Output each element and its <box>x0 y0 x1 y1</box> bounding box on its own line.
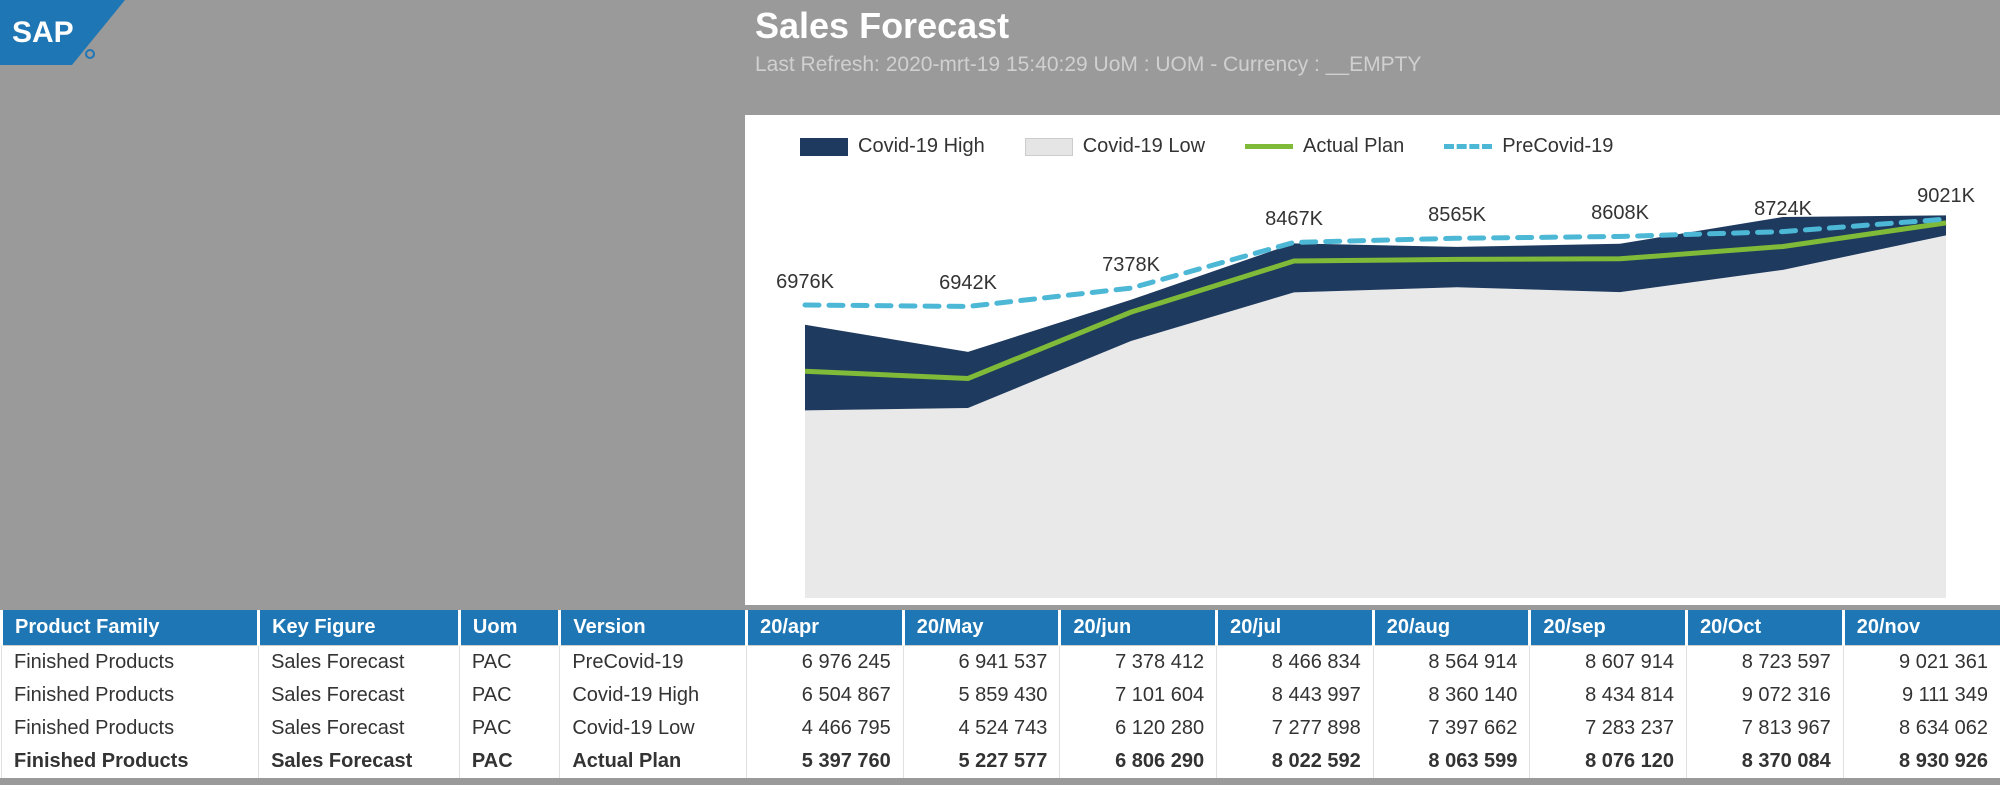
chart-data-label: 8724K <box>1754 198 1812 221</box>
legend-swatch-covid-high <box>800 138 848 156</box>
legend-item-covid-high: Covid-19 High <box>800 135 985 158</box>
table-header-cell: 20/sep <box>1530 610 1687 646</box>
table-cell: Finished Products <box>2 679 259 712</box>
table-cell: 5 859 430 <box>903 679 1060 712</box>
table-cell: 9 111 349 <box>1843 679 2000 712</box>
table-header-cell: 20/jul <box>1217 610 1374 646</box>
table-cell: PAC <box>459 679 559 712</box>
table-cell: 8 434 814 <box>1530 679 1687 712</box>
page-title: Sales Forecast <box>755 5 1421 47</box>
table-cell: 4 524 743 <box>903 712 1060 745</box>
chart-plot-area: 6976K 6942K 7378K 8467K 8565K 8608K 8724K 9021K <box>745 158 2000 598</box>
table-cell: 9 072 316 <box>1687 679 1844 712</box>
table-header-cell: Key Figure <box>259 610 460 646</box>
table-row: Finished ProductsSales ForecastPACActual… <box>2 745 2000 778</box>
table-cell: 6 120 280 <box>1060 712 1217 745</box>
table-cell: 5 397 760 <box>747 745 904 778</box>
table-cell: 6 806 290 <box>1060 745 1217 778</box>
table-header-cell: Version <box>560 610 747 646</box>
legend-label: Covid-19 High <box>858 135 985 158</box>
top-panel: SAP Sales Forecast Last Refresh: 2020-mr… <box>0 0 2000 610</box>
chart-data-label: 8608K <box>1591 202 1649 225</box>
table-cell: PAC <box>459 646 559 680</box>
table-header-row: Product FamilyKey FigureUomVersion20/apr… <box>2 610 2000 646</box>
chart-data-label: 6976K <box>776 271 834 294</box>
sap-logo: SAP <box>0 0 125 65</box>
table-cell: 7 283 237 <box>1530 712 1687 745</box>
table-cell: 7 397 662 <box>1373 712 1530 745</box>
table-cell: 6 976 245 <box>747 646 904 680</box>
chart-legend: Covid-19 High Covid-19 Low Actual Plan P… <box>745 135 2000 158</box>
table-cell: PAC <box>459 712 559 745</box>
table-header-cell: 20/jun <box>1060 610 1217 646</box>
legend-swatch-actual-plan <box>1245 144 1293 149</box>
table-cell: 8 370 084 <box>1687 745 1844 778</box>
table-cell: Covid-19 High <box>560 679 747 712</box>
table-cell: 9 021 361 <box>1843 646 2000 680</box>
forecast-data-table: Product FamilyKey FigureUomVersion20/apr… <box>0 610 2000 778</box>
table-cell: PreCovid-19 <box>560 646 747 680</box>
svg-text:SAP: SAP <box>12 16 74 49</box>
table-row: Finished ProductsSales ForecastPACCovid-… <box>2 679 2000 712</box>
legend-label: Covid-19 Low <box>1083 135 1205 158</box>
table-row: Finished ProductsSales ForecastPACCovid-… <box>2 712 2000 745</box>
legend-label: Actual Plan <box>1303 135 1404 158</box>
table-body: Finished ProductsSales ForecastPACPreCov… <box>2 646 2000 779</box>
table-cell: Finished Products <box>2 712 259 745</box>
table-cell: 8 360 140 <box>1373 679 1530 712</box>
legend-item-covid-low: Covid-19 Low <box>1025 135 1205 158</box>
table-cell: Sales Forecast <box>259 646 460 680</box>
table-cell: 7 277 898 <box>1217 712 1374 745</box>
table-header-cell: 20/May <box>903 610 1060 646</box>
table-cell: Finished Products <box>2 745 259 778</box>
legend-swatch-covid-low <box>1025 138 1073 156</box>
table-cell: Sales Forecast <box>259 745 460 778</box>
legend-item-precovid: PreCovid-19 <box>1444 135 1613 158</box>
table-header-cell: Uom <box>459 610 559 646</box>
table-cell: Actual Plan <box>560 745 747 778</box>
table-cell: Sales Forecast <box>259 679 460 712</box>
table-cell: 8 022 592 <box>1217 745 1374 778</box>
table-cell: Covid-19 Low <box>560 712 747 745</box>
page-subtitle: Last Refresh: 2020-mrt-19 15:40:29 UoM :… <box>755 53 1421 77</box>
table-cell: Finished Products <box>2 646 259 680</box>
header-block: Sales Forecast Last Refresh: 2020-mrt-19… <box>755 5 1421 77</box>
table-cell: 8 564 914 <box>1373 646 1530 680</box>
chart-data-label: 8467K <box>1265 208 1323 231</box>
table-cell: 7 813 967 <box>1687 712 1844 745</box>
table-cell: 8 076 120 <box>1530 745 1687 778</box>
table-row: Finished ProductsSales ForecastPACPreCov… <box>2 646 2000 680</box>
chart-data-label: 9021K <box>1917 185 1975 208</box>
chart-data-label: 8565K <box>1428 204 1486 227</box>
table-cell: 8 723 597 <box>1687 646 1844 680</box>
chart-svg <box>745 158 2000 598</box>
table-cell: 6 941 537 <box>903 646 1060 680</box>
legend-item-actual-plan: Actual Plan <box>1245 135 1404 158</box>
table-cell: 6 504 867 <box>747 679 904 712</box>
forecast-chart: Covid-19 High Covid-19 Low Actual Plan P… <box>745 115 2000 605</box>
table-cell: 8 063 599 <box>1373 745 1530 778</box>
table-cell: 8 634 062 <box>1843 712 2000 745</box>
chart-data-label: 7378K <box>1102 254 1160 277</box>
table-header-cell: 20/Oct <box>1687 610 1844 646</box>
table-header-cell: Product Family <box>2 610 259 646</box>
table-cell: PAC <box>459 745 559 778</box>
table-header-cell: 20/apr <box>747 610 904 646</box>
chart-data-label: 6942K <box>939 272 997 295</box>
table-cell: Sales Forecast <box>259 712 460 745</box>
table-cell: 5 227 577 <box>903 745 1060 778</box>
table-cell: 8 466 834 <box>1217 646 1374 680</box>
table-cell: 8 607 914 <box>1530 646 1687 680</box>
table-cell: 8 930 926 <box>1843 745 2000 778</box>
table-cell: 8 443 997 <box>1217 679 1374 712</box>
table-cell: 7 378 412 <box>1060 646 1217 680</box>
legend-swatch-precovid <box>1444 144 1492 149</box>
table-header-cell: 20/aug <box>1373 610 1530 646</box>
table-header-cell: 20/nov <box>1843 610 2000 646</box>
table-cell: 4 466 795 <box>747 712 904 745</box>
table-cell: 7 101 604 <box>1060 679 1217 712</box>
data-table-area: Product FamilyKey FigureUomVersion20/apr… <box>0 610 2000 778</box>
legend-label: PreCovid-19 <box>1502 135 1613 158</box>
